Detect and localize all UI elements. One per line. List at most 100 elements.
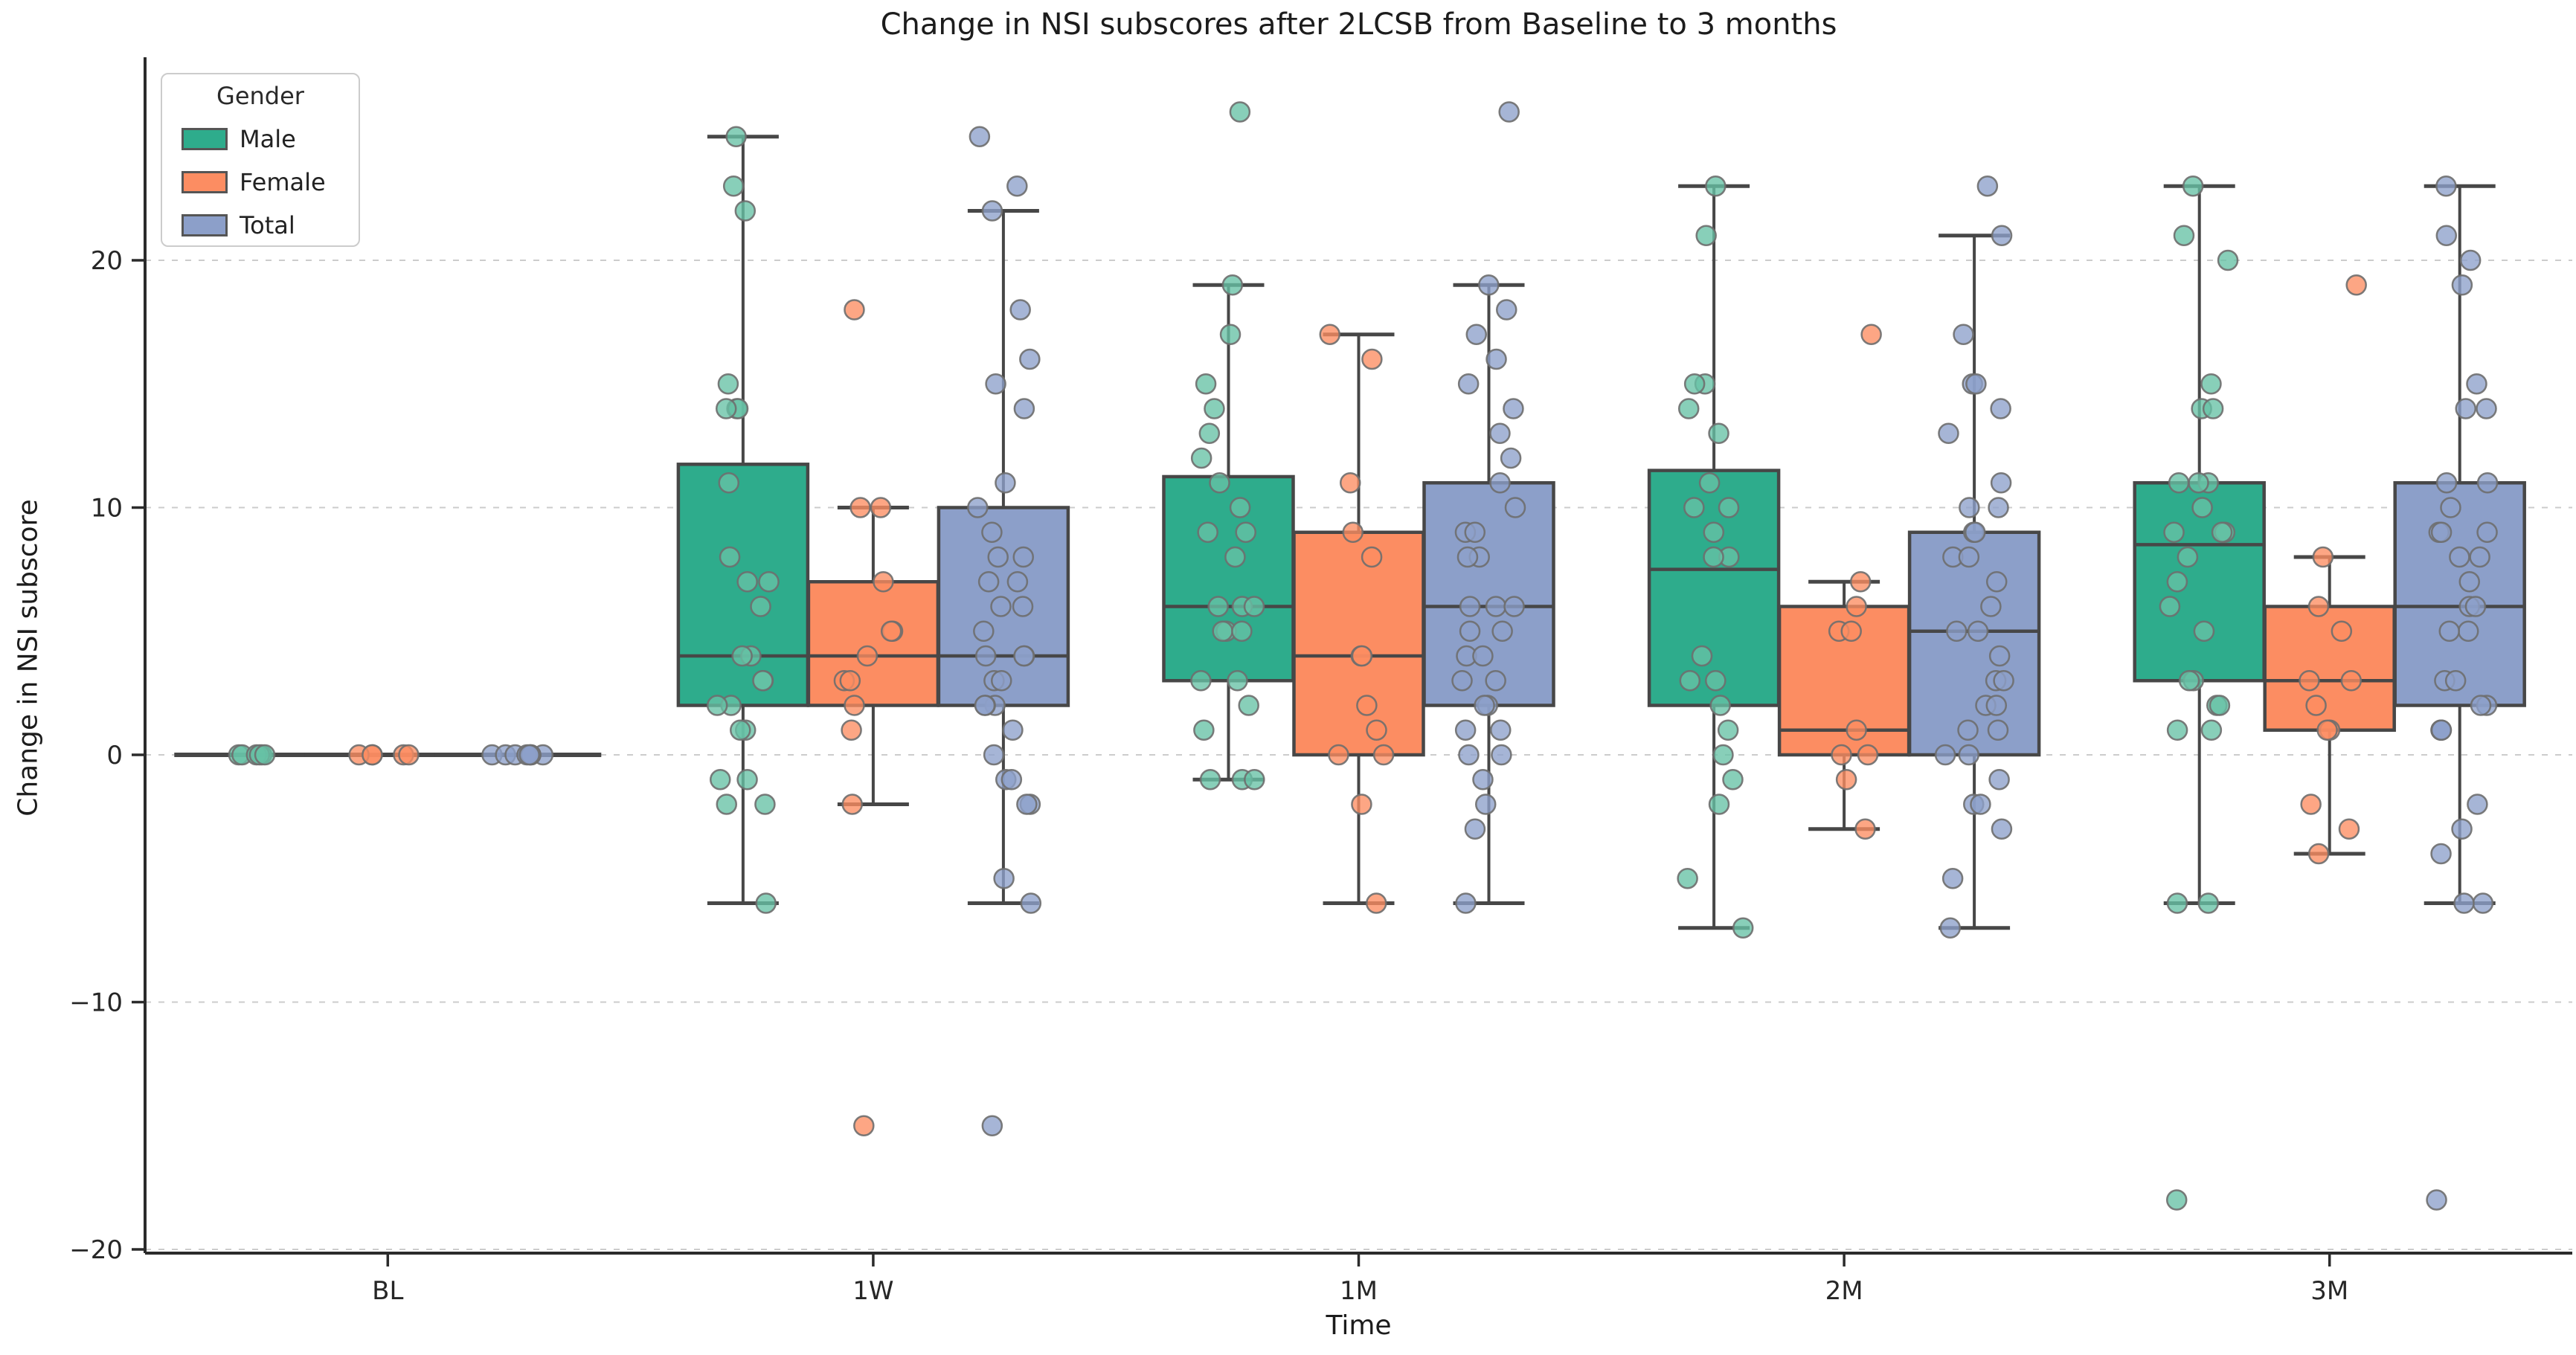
- data-point: [1846, 719, 1867, 741]
- data-point: [983, 744, 1005, 766]
- data-point: [974, 695, 996, 716]
- data-point: [1193, 719, 1215, 741]
- data-point: [1231, 620, 1253, 642]
- data-point: [1366, 719, 1387, 741]
- data-point: [2163, 521, 2185, 543]
- data-point: [841, 719, 862, 741]
- data-point: [2440, 497, 2461, 518]
- data-point: [1683, 373, 1706, 395]
- data-point: [1013, 645, 1035, 667]
- data-point: [1229, 497, 1251, 518]
- data-point: [2453, 892, 2475, 914]
- data-point: [1472, 645, 1494, 667]
- data-point: [2476, 398, 2497, 419]
- data-point: [1849, 571, 1872, 593]
- data-point: [2466, 373, 2487, 395]
- data-point: [725, 126, 747, 147]
- data-point: [2193, 620, 2215, 642]
- legend-title: Gender: [216, 82, 304, 110]
- data-point: [717, 373, 739, 395]
- data-point: [2173, 225, 2195, 246]
- data-point: [2166, 892, 2188, 914]
- data-point: [1229, 101, 1251, 123]
- data-point: [1356, 695, 1378, 716]
- data-point: [1691, 645, 1713, 667]
- data-point: [734, 200, 757, 222]
- data-point: [706, 695, 728, 716]
- data-point: [1695, 225, 1717, 246]
- data-point: [2316, 719, 2338, 741]
- data-point: [1708, 794, 1730, 815]
- data-point: [1993, 670, 2014, 692]
- box: [1907, 530, 2041, 757]
- data-point: [1009, 299, 1031, 321]
- data-point: [1500, 447, 1522, 469]
- legend-item-female: Female: [162, 161, 359, 204]
- data-point: [731, 645, 753, 667]
- x-tick-label: 3M: [2310, 1276, 2348, 1306]
- data-point: [362, 744, 383, 766]
- data-point: [2457, 620, 2479, 642]
- data-point: [1485, 596, 1507, 617]
- data-point: [715, 398, 737, 419]
- data-point: [1698, 472, 1721, 494]
- legend-swatch-female: [182, 171, 228, 193]
- data-point: [1988, 645, 2011, 667]
- data-point: [1990, 472, 2012, 494]
- data-point: [1243, 596, 1265, 617]
- data-point: [1831, 744, 1852, 766]
- box: [1647, 469, 1781, 707]
- data-point: [1934, 744, 1956, 766]
- y-tick-label: 0: [106, 741, 123, 770]
- data-point: [2168, 472, 2190, 494]
- data-point: [1846, 596, 1867, 617]
- data-point: [2166, 571, 2188, 593]
- data-point: [1703, 521, 1725, 543]
- data-point: [1504, 497, 1526, 518]
- data-point: [2340, 670, 2363, 692]
- data-point: [1361, 546, 1383, 568]
- y-tick-label: 10: [91, 494, 123, 524]
- data-point: [844, 695, 865, 716]
- data-point: [995, 472, 1016, 494]
- data-point: [1677, 868, 1698, 889]
- data-point: [2300, 794, 2322, 815]
- data-point: [1705, 176, 1727, 197]
- data-point: [1351, 645, 1373, 667]
- data-point: [2435, 225, 2458, 246]
- y-axis-label: Change in NSI subscore: [13, 499, 44, 817]
- data-point: [2476, 521, 2498, 543]
- x-tick-label: 1M: [1340, 1276, 1378, 1306]
- box: [1422, 481, 1555, 707]
- data-point: [1244, 769, 1265, 791]
- data-point: [2444, 670, 2467, 692]
- data-point: [1835, 769, 1857, 791]
- data-point: [1683, 497, 1705, 518]
- data-point: [870, 497, 892, 518]
- data-point: [1006, 176, 1028, 197]
- data-point: [1478, 274, 1500, 296]
- data-point: [1489, 422, 1511, 444]
- box: [2263, 605, 2396, 732]
- data-point: [849, 497, 871, 518]
- data-point: [2188, 472, 2209, 494]
- data-point: [1238, 695, 1259, 716]
- data-point: [1958, 546, 1980, 568]
- data-point: [1722, 769, 1744, 791]
- data-point: [993, 868, 1015, 889]
- data-point: [1459, 596, 1481, 617]
- legend-entries: Male Female Total: [162, 118, 359, 247]
- data-point: [1328, 744, 1349, 766]
- data-point: [1209, 472, 1230, 494]
- data-point: [2312, 546, 2334, 568]
- data-point: [1195, 373, 1217, 395]
- legend-label-total: Total: [240, 211, 295, 239]
- data-point: [398, 744, 420, 766]
- data-point: [1454, 719, 1477, 741]
- data-point: [1958, 744, 1980, 766]
- data-point: [985, 373, 1006, 395]
- data-point: [1204, 398, 1225, 419]
- x-tick-label: BL: [372, 1276, 403, 1306]
- data-point: [1342, 521, 1364, 543]
